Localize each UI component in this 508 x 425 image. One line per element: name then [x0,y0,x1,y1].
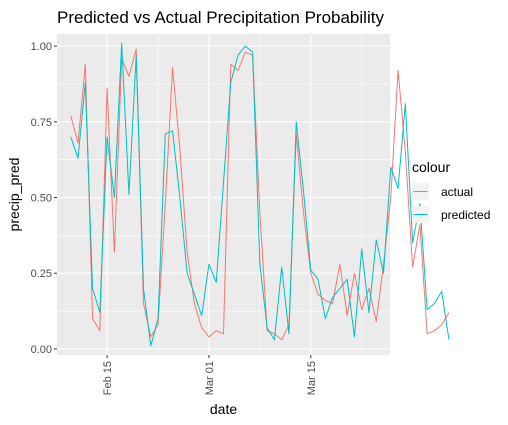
chart-title: Predicted vs Actual Precipitation Probab… [57,8,384,27]
y-tick-label: 0.00 [31,344,52,356]
series-layer [70,42,450,347]
y-tick-label: 0.50 [31,193,52,205]
y-axis: 0.00 0.25 0.50 0.75 1.00 [31,41,57,356]
plot-panel [57,34,390,355]
x-axis-title: date [210,401,237,417]
legend-label-actual: actual [441,185,473,199]
legend-title: colour [412,159,450,175]
series-line-predicted [70,42,450,347]
y-tick-label: 0.25 [31,268,52,280]
y-tick-label: 0.75 [31,117,52,129]
x-tick-label: Mar 01 [204,361,216,395]
x-tick-label: Feb 15 [102,361,114,395]
y-axis-title: precip_pred [6,158,22,232]
y-tick-label: 1.00 [31,41,52,53]
major-grid [57,34,390,355]
x-tick-label: Mar 15 [306,361,318,395]
x-axis: Feb 15 Mar 01 Mar 15 [102,355,318,395]
legend-label-predicted: predicted [441,208,490,222]
legend: colour actual predicted [412,159,490,223]
minor-grid [57,34,390,355]
